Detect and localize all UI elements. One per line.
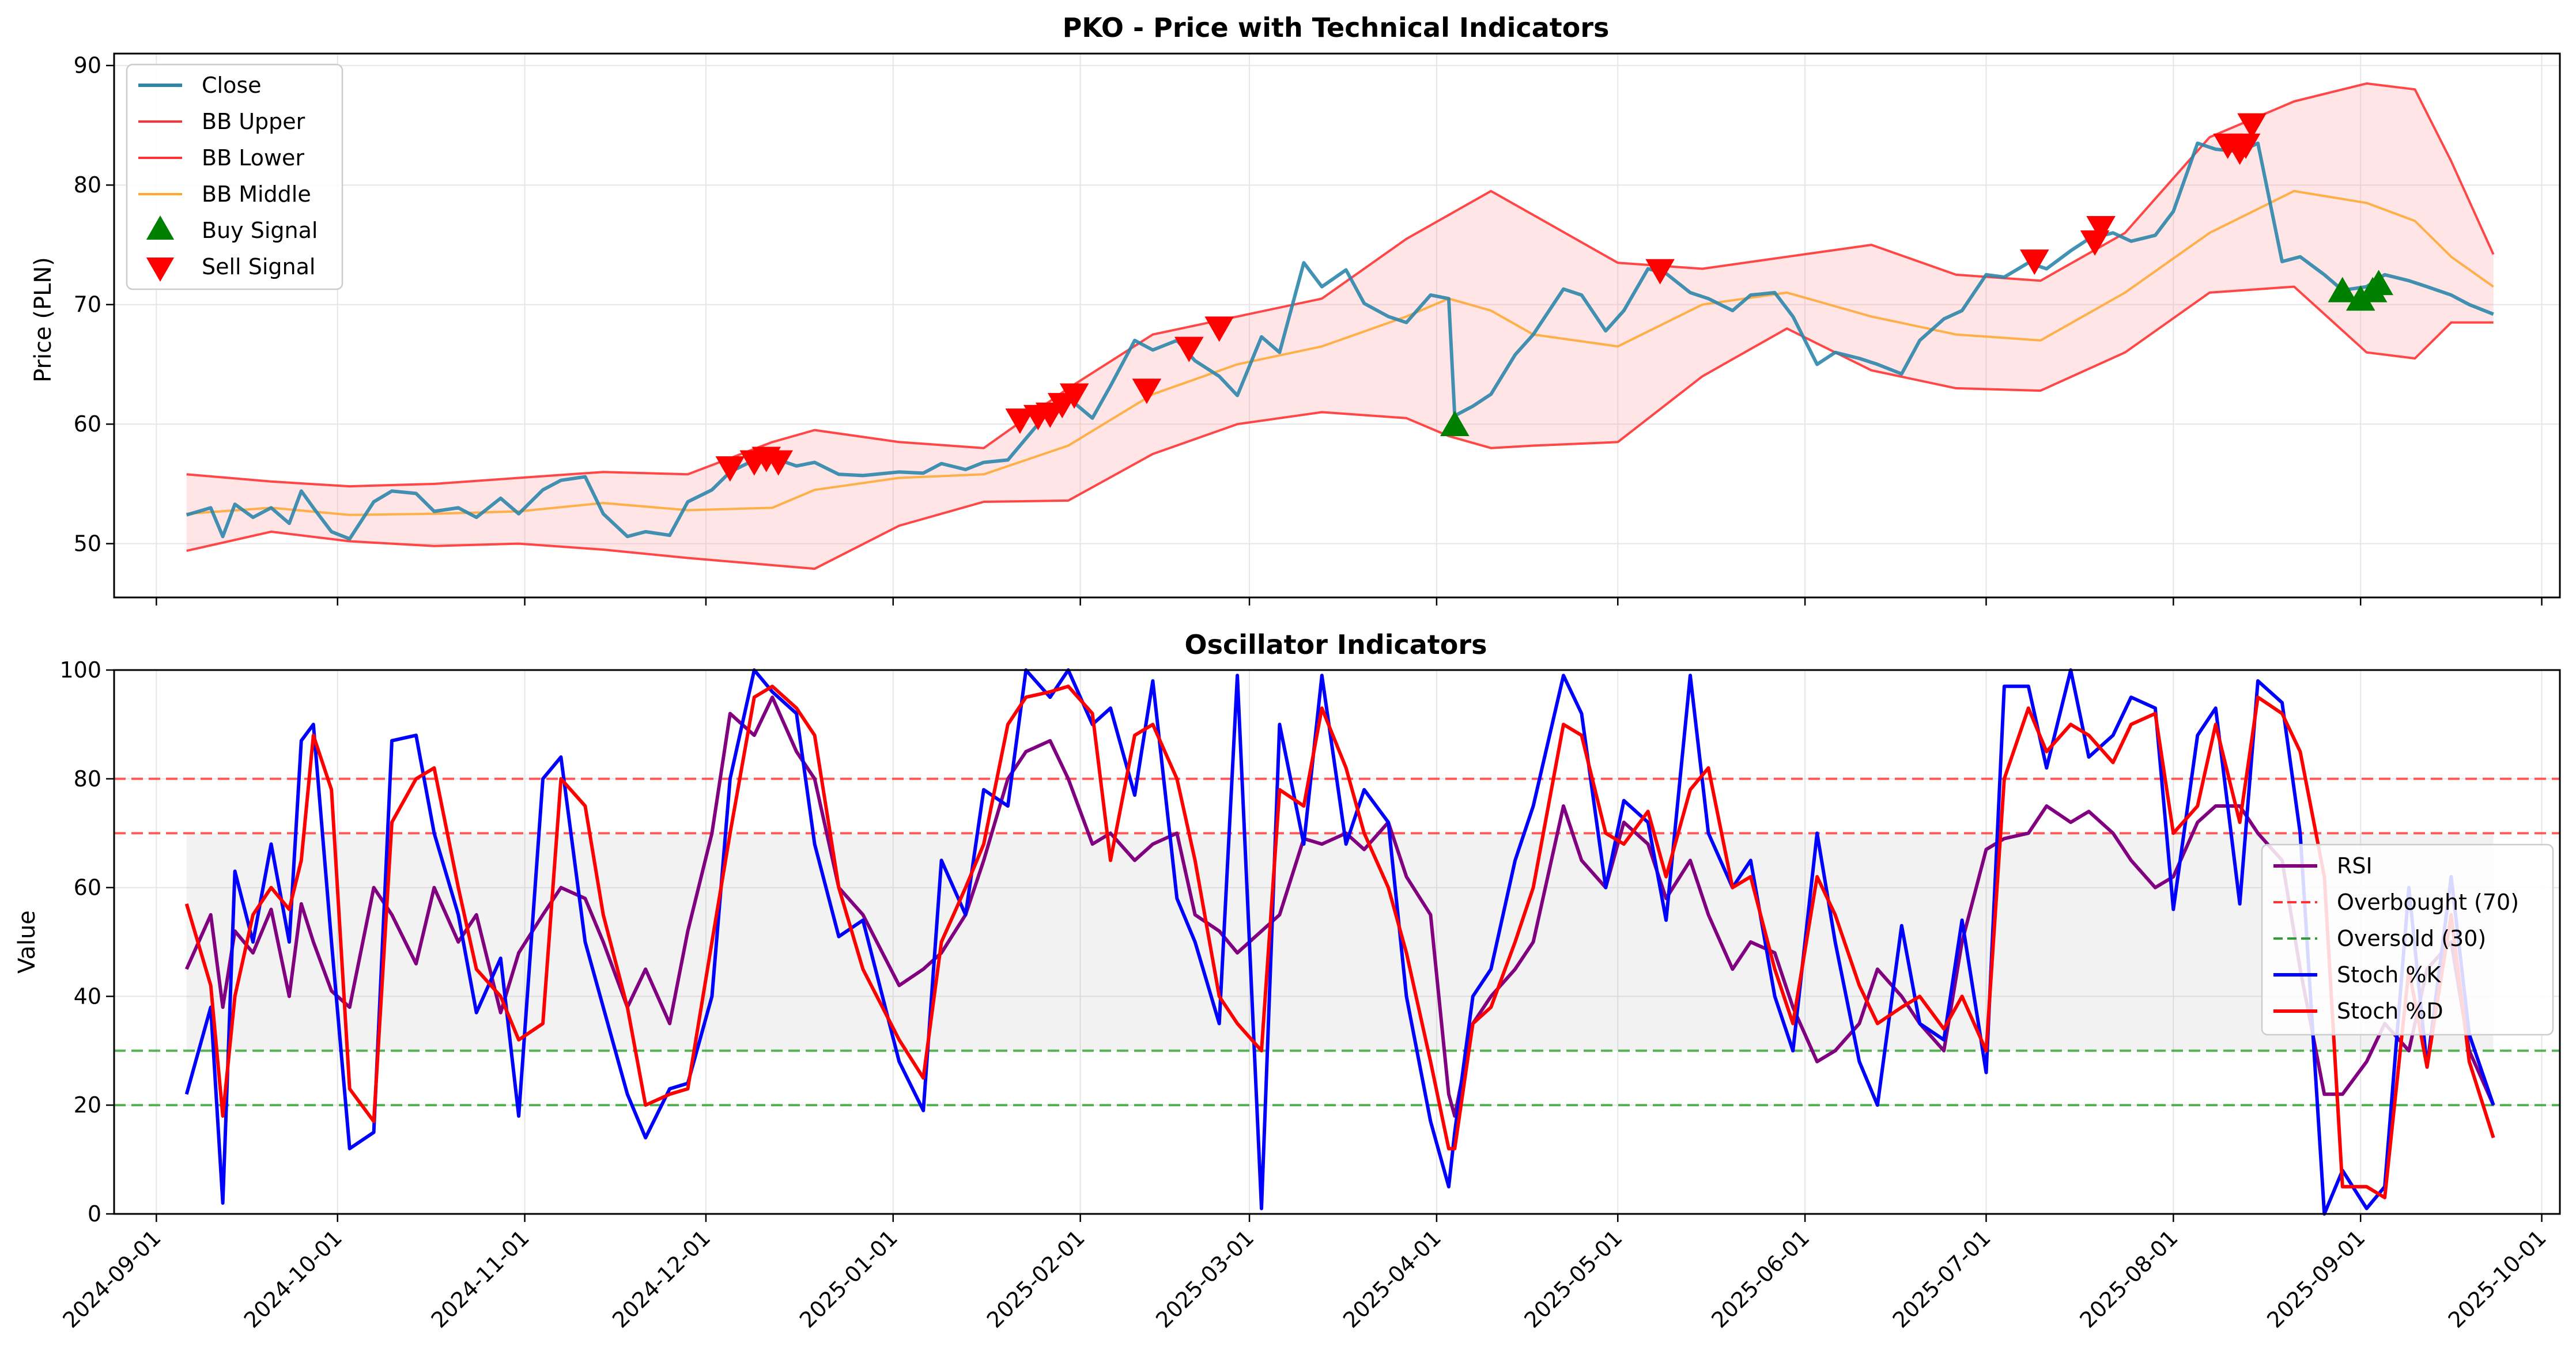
sell-signal-marker [1005, 408, 1035, 434]
price-grid [114, 54, 2560, 597]
sell-signal-marker [1132, 379, 1162, 404]
oscillator-legend: RSI Overbought (70) Oversold (30) Stoch %K S… [2261, 843, 2554, 1036]
oscillator-y-tick-label: 100 [59, 657, 101, 683]
price-y-tick-label: 60 [74, 411, 101, 437]
legend-stoch-k-label: Stoch %K [2337, 962, 2441, 987]
legend-sell-signal-label: Sell Signal [202, 254, 315, 279]
oscillator-y-axis-label: Value [14, 910, 40, 974]
legend-bb-lower-label: BB Lower [202, 145, 304, 171]
price-panel: PKO - Price with Technical Indicators Pr… [30, 12, 2561, 606]
oscillator-y-tick-label: 80 [74, 766, 101, 792]
oscillator-axes-frame [113, 669, 2561, 1215]
price-legend: Close BB Upper BB Lower BB Middle Buy Signal… [126, 63, 343, 290]
series-bb-middle-line [186, 190, 2494, 516]
price-y-tick-label: 50 [74, 531, 101, 557]
price-y-tick-label: 70 [74, 292, 101, 317]
legend-rsi-label: RSI [2337, 853, 2373, 879]
oscillator-legend-box [2261, 843, 2554, 1036]
buy-signal-marker [1440, 411, 1470, 437]
sell-signal-marker [715, 456, 745, 482]
price-x-ticks [156, 597, 2543, 606]
price-y-axis-label: Price (PLN) [30, 257, 56, 383]
series-stoch-k-line [184, 668, 2495, 1216]
legend-buy-signal-label: Buy Signal [202, 218, 318, 243]
oscillator-chart-title: Oscillator Indicators [1185, 629, 1487, 660]
sell-signal-marker [1204, 316, 1234, 342]
buy-signal-marker [2364, 270, 2393, 296]
price-y-tick-label: 90 [74, 53, 101, 78]
sell-signal-marker [1174, 336, 1204, 362]
sell-signal-marker [1059, 383, 1089, 409]
oscillator-y-tick-label: 40 [74, 983, 101, 1009]
legend-bb-middle-label: BB Middle [202, 181, 311, 207]
oscillator-lines [184, 668, 2495, 1216]
legend-sell-signal-swatch [146, 258, 175, 282]
sell-signal-marker [2086, 216, 2116, 242]
sell-signal-marker [2237, 113, 2267, 139]
oscillator-y-tick-label: 0 [88, 1201, 101, 1227]
oscillator-panel: Oscillator Indicators Value 0 20 40 60 80 100… [14, 629, 2561, 1333]
buy-signal-marker [2328, 277, 2358, 302]
sell-signal-marker [764, 450, 793, 476]
series-stoch-d-line [184, 684, 2495, 1199]
legend-stoch-d-label: Stoch %D [2337, 998, 2443, 1024]
neutral-zone-band [186, 833, 2494, 1051]
legend-close-label: Close [202, 73, 262, 98]
sell-signal-marker [1645, 259, 1675, 285]
price-y-ticks: 50 60 70 80 90 [74, 53, 114, 557]
legend-oversold-label: Oversold (30) [2337, 926, 2486, 951]
oscillator-y-tick-label: 60 [74, 875, 101, 900]
sell-signal-marker [2020, 249, 2049, 275]
legend-bb-upper-label: BB Upper [202, 109, 305, 134]
sell-signal-marker [2231, 133, 2261, 159]
oscillator-y-ticks: 0 20 40 60 80 100 [59, 657, 114, 1227]
oscillator-y-tick-label: 20 [74, 1092, 101, 1118]
neutral-zone-rect [186, 833, 2494, 1051]
price-y-tick-label: 80 [74, 172, 101, 198]
series-bb-lower-line [186, 285, 2494, 570]
legend-overbought-label: Overbought (70) [2337, 890, 2519, 915]
price-chart-title: PKO - Price with Technical Indicators [1063, 12, 1610, 43]
signal-markers [715, 113, 2393, 482]
price-axes-frame [113, 52, 2561, 599]
legend-buy-signal-swatch [146, 215, 175, 240]
